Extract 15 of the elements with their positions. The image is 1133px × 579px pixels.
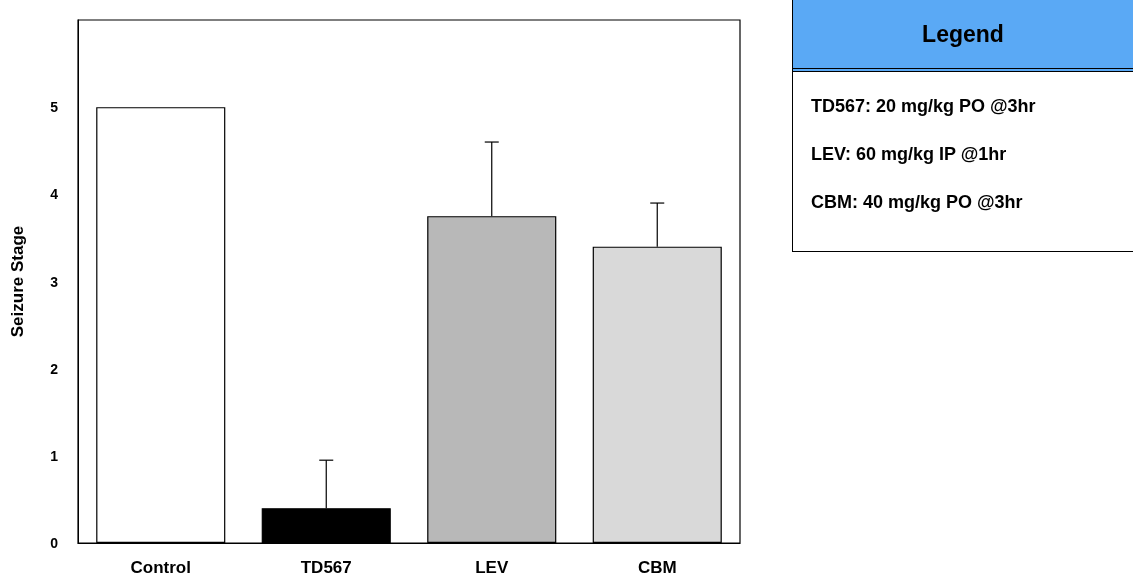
text: CBM: 40 mg/kg PO @3hr (811, 191, 1024, 214)
y-tick-label: 0 (50, 535, 59, 551)
x-tick-label: Control (130, 558, 191, 577)
y-tick-label: 2 (50, 360, 59, 377)
y-tick-label: 4 (50, 186, 59, 203)
x-tick-label: CBM (637, 558, 677, 577)
y-tick-label: 5 (50, 99, 59, 116)
text: LEV: 60 mg/kg IP @1hr (811, 143, 1008, 166)
x-tick-label: TD567 (300, 558, 352, 577)
y-tick-label: 1 (50, 447, 59, 464)
y-tick-label: 3 (50, 273, 59, 290)
y-axis-title: Seizure Stage (8, 225, 27, 338)
x-tick-label: LEV (475, 558, 509, 577)
text: TD567: 20 mg/kg PO @3hr (811, 95, 1037, 118)
text: Legend (793, 0, 1133, 72)
